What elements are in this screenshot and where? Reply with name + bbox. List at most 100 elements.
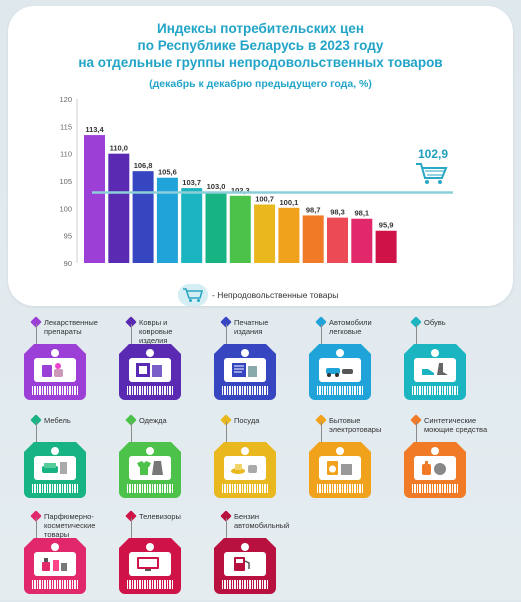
bar <box>108 153 130 263</box>
y-tick-label: 100 <box>59 204 72 213</box>
title-line-2: по Республике Беларусь в 2023 году <box>137 38 384 53</box>
legend: - Непродовольственные товары <box>178 284 338 306</box>
bar <box>205 191 227 263</box>
tag-string <box>36 324 37 346</box>
bar-value-label: 106,8 <box>134 161 153 170</box>
product-tag-label: Печатные издания <box>234 318 269 336</box>
barcode-icon <box>412 386 458 395</box>
product-tag-label: Мебель <box>44 416 71 425</box>
tag-hole <box>51 543 59 551</box>
barcode-icon <box>222 386 268 395</box>
bar-value-label: 110,0 <box>110 144 128 153</box>
y-tick-label: 90 <box>64 259 72 268</box>
price-tag <box>309 344 371 400</box>
tag-hole <box>146 543 154 551</box>
product-tags: Лекарственные препараты Ковры и ковровые … <box>0 312 521 600</box>
cart-icon <box>178 284 208 306</box>
tag-hole <box>241 447 249 455</box>
price-tag <box>214 538 276 594</box>
legend-label: - Непродовольственные товары <box>212 290 339 300</box>
product-tag: Автомобили легковые <box>307 316 409 408</box>
tag-hole <box>431 447 439 455</box>
title-line-1: Индексы потребительских цен <box>157 21 364 36</box>
product-tag: Ковры и ковровые изделия <box>117 316 219 408</box>
tag-string <box>226 324 227 346</box>
product-tag-label-wrap: Парфюмерно- косметические товары <box>30 510 124 539</box>
product-tag: Телевизоры <box>117 510 219 602</box>
appliance-icon <box>319 456 361 480</box>
tag-string <box>226 422 227 444</box>
bar-value-label: 100,1 <box>280 198 299 207</box>
barcode-icon <box>317 484 363 493</box>
product-tag: Обувь <box>402 316 504 408</box>
price-tag <box>119 442 181 498</box>
product-tag-label: Ковры и ковровые изделия <box>139 318 173 345</box>
tag-string <box>36 518 37 540</box>
product-tag: Мебель <box>22 414 124 506</box>
chart-title: Индексы потребительских цен по Республик… <box>0 20 521 71</box>
bar <box>302 215 324 263</box>
tag-string <box>321 324 322 346</box>
product-tag-label-wrap: Печатные издания <box>220 316 314 336</box>
bar-value-label: 103,7 <box>182 178 201 187</box>
bar-value-label: 95,9 <box>379 221 394 230</box>
bar <box>351 218 373 263</box>
product-tag: Лекарственные препараты <box>22 316 124 408</box>
product-tag-label: Лекарственные препараты <box>44 318 98 336</box>
bar <box>375 230 397 263</box>
price-tag <box>404 442 466 498</box>
car-icon <box>319 358 361 382</box>
product-tag: Бытовые электротовары <box>307 414 409 506</box>
bar-chart: 120 115 110 105 100 95 90 113,4 110,0 106,8 105,6 1… <box>59 95 453 268</box>
y-tick-label: 105 <box>59 177 72 186</box>
bar <box>132 171 154 263</box>
bar-value-label: 98,3 <box>330 208 345 217</box>
product-tag-label: Бытовые электротовары <box>329 416 382 434</box>
bar-value-label: 102,3 <box>231 186 250 195</box>
bar <box>254 204 276 263</box>
price-tag <box>404 344 466 400</box>
product-tag: Одежда <box>117 414 219 506</box>
product-tag-label: Парфюмерно- косметические товары <box>44 512 96 539</box>
bar <box>327 217 348 263</box>
product-tag-label-wrap: Ковры и ковровые изделия <box>125 316 219 345</box>
product-tag-label-wrap: Бытовые электротовары <box>315 414 409 434</box>
product-tag: Парфюмерно- косметические товары <box>22 510 124 602</box>
product-tag-label: Бензин автомобильный <box>234 512 290 530</box>
product-tag-label-wrap: Лекарственные препараты <box>30 316 124 336</box>
product-tag-label-wrap: Одежда <box>125 414 219 426</box>
y-tick-label: 115 <box>60 122 72 131</box>
tag-hole <box>241 543 249 551</box>
fuel-icon <box>224 552 266 576</box>
barcode-icon <box>127 386 173 395</box>
sofa-icon <box>34 456 76 480</box>
product-tag-label-wrap: Телевизоры <box>125 510 219 522</box>
reference-cart-icon <box>416 163 448 184</box>
product-tag-label-wrap: Обувь <box>410 316 504 328</box>
tag-hole <box>51 447 59 455</box>
price-tag <box>119 344 181 400</box>
shoe-icon <box>414 358 456 382</box>
bar-value-label: 105,6 <box>158 168 177 177</box>
product-tag-label: Синтетические моющие средства <box>424 416 488 434</box>
tag-string <box>36 422 37 444</box>
barcode-icon <box>127 484 173 493</box>
clothes-icon <box>129 456 171 480</box>
product-tag: Печатные издания <box>212 316 314 408</box>
tag-hole <box>336 349 344 357</box>
price-tag <box>309 442 371 498</box>
chart-subtitle: (декабрь к декабрю предыдущего года, %) <box>149 78 372 90</box>
tag-string <box>226 518 227 540</box>
product-tag-label-wrap: Мебель <box>30 414 124 426</box>
price-tag <box>214 442 276 498</box>
y-tick-label: 95 <box>64 232 72 241</box>
tag-string <box>321 422 322 444</box>
product-tag-label: Одежда <box>139 416 167 425</box>
tag-hole <box>336 447 344 455</box>
y-tick-label: 110 <box>60 150 72 159</box>
product-tag-label-wrap: Автомобили легковые <box>315 316 409 336</box>
tv-icon <box>129 552 171 576</box>
barcode-icon <box>222 580 268 589</box>
newspaper-icon <box>224 358 266 382</box>
product-tag-label-wrap: Посуда <box>220 414 314 426</box>
